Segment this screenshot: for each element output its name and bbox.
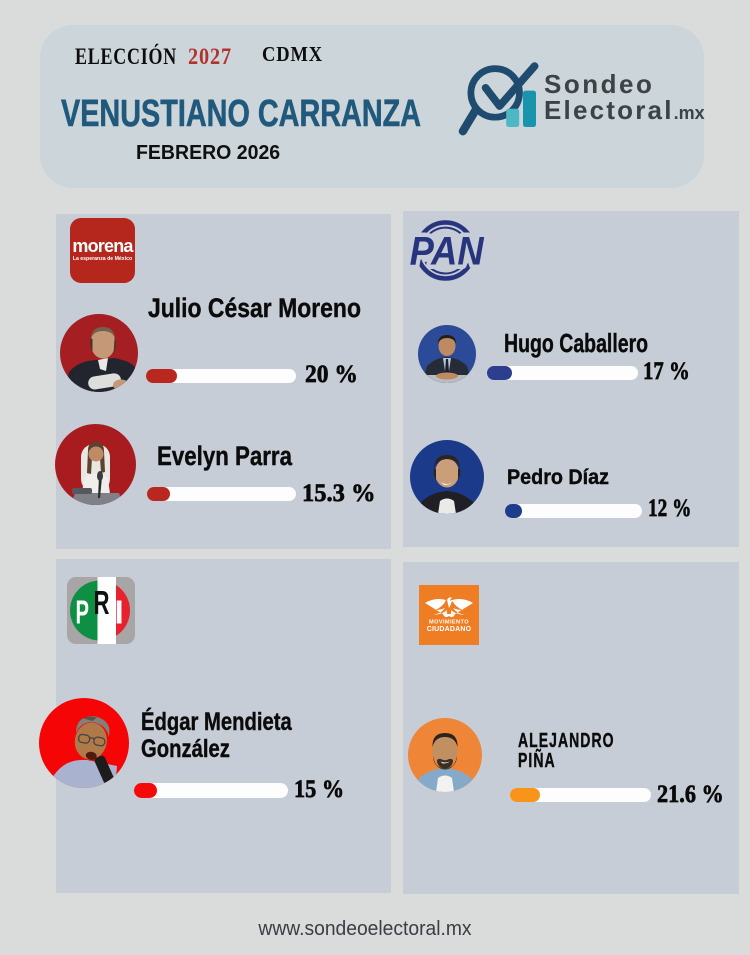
svg-text:PAN: PAN <box>410 229 485 273</box>
svg-text:CIUDADANO: CIUDADANO <box>427 626 472 633</box>
svg-text:P: P <box>76 593 90 630</box>
svg-text:R: R <box>94 584 110 621</box>
svg-text:I: I <box>115 593 124 630</box>
svg-text:MOVIMIENTO: MOVIMIENTO <box>429 620 469 626</box>
